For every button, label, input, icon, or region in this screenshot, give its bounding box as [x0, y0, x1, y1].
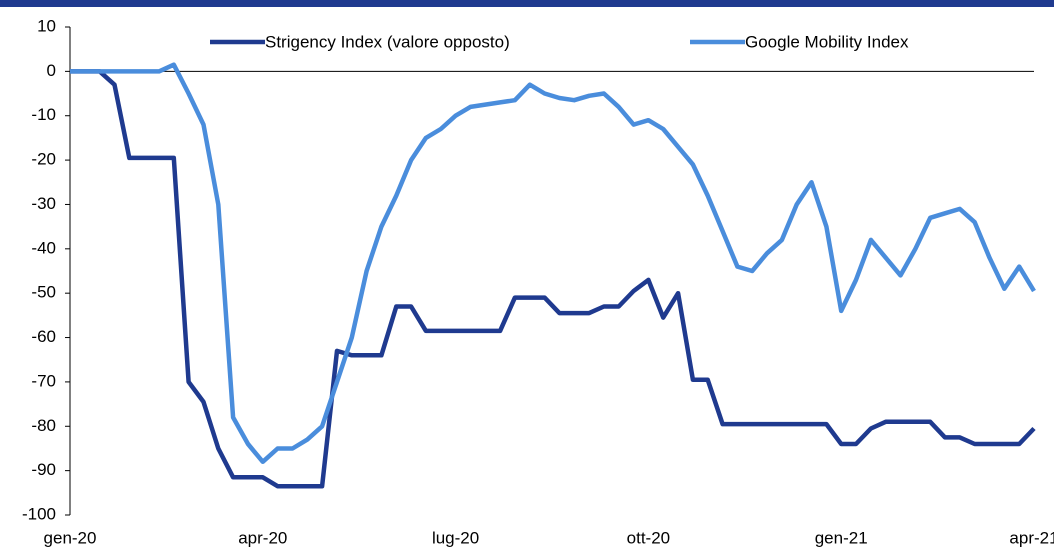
y-tick-label: -70	[31, 371, 56, 390]
y-tick-label: -50	[31, 283, 56, 302]
y-tick-label: -10	[31, 105, 56, 124]
legend-label: Google Mobility Index	[745, 32, 909, 51]
series-line	[70, 69, 1036, 489]
y-tick-label: -80	[31, 416, 56, 435]
y-tick-label: -30	[31, 194, 56, 213]
x-tick-label: ott-20	[627, 528, 670, 547]
x-tick-label: gen-20	[44, 528, 97, 547]
x-tick-label: apr-21	[1009, 528, 1054, 547]
y-tick-label: -90	[31, 460, 56, 479]
x-tick-label: apr-20	[238, 528, 287, 547]
series-line	[70, 62, 1036, 465]
y-tick-label: -40	[31, 238, 56, 257]
y-tick-label: -60	[31, 327, 56, 346]
x-tick-label: gen-21	[815, 528, 868, 547]
y-tick-label: 10	[37, 16, 56, 35]
header-stripe	[0, 0, 1054, 7]
y-tick-label: 0	[47, 61, 56, 80]
y-tick-label: -20	[31, 150, 56, 169]
legend-label: Strigency Index (valore opposto)	[265, 32, 510, 51]
y-tick-label: -100	[22, 504, 56, 523]
x-tick-label: lug-20	[432, 528, 479, 547]
